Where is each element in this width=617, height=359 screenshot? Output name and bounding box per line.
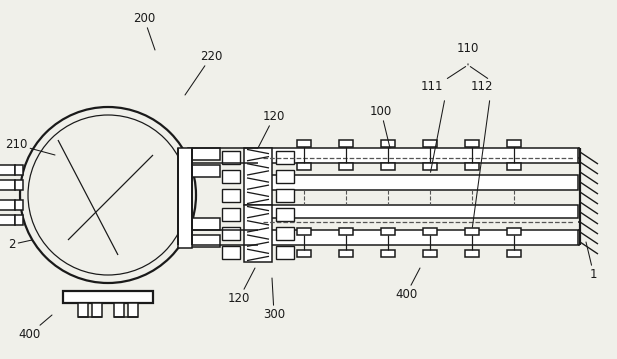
Bar	[222, 170, 240, 183]
Bar	[222, 208, 240, 221]
Bar	[276, 189, 294, 202]
Bar	[0, 165, 15, 175]
Bar	[188, 235, 220, 247]
Bar	[114, 303, 124, 317]
Bar	[276, 170, 294, 183]
Bar	[276, 151, 294, 164]
Bar	[15, 215, 23, 225]
Bar	[381, 140, 395, 147]
Text: 2: 2	[8, 238, 32, 251]
Text: 110: 110	[457, 42, 479, 55]
Text: 111: 111	[421, 80, 443, 93]
Bar	[507, 228, 521, 235]
Bar	[465, 163, 479, 170]
Text: 400: 400	[395, 268, 420, 301]
Bar	[465, 250, 479, 257]
Bar	[63, 291, 153, 303]
Bar	[0, 180, 15, 190]
Bar	[297, 228, 311, 235]
Bar	[423, 228, 437, 235]
Bar	[381, 228, 395, 235]
Bar	[244, 205, 272, 262]
Bar	[244, 148, 272, 205]
Bar	[339, 228, 353, 235]
Bar	[178, 148, 192, 248]
Bar	[258, 230, 578, 245]
Bar	[15, 200, 23, 210]
Text: 200: 200	[133, 12, 155, 50]
Bar	[507, 250, 521, 257]
Bar	[507, 140, 521, 147]
Bar	[15, 180, 23, 190]
Bar	[0, 200, 15, 210]
Text: 100: 100	[370, 105, 392, 148]
Bar	[297, 163, 311, 170]
Bar	[381, 163, 395, 170]
Bar	[339, 163, 353, 170]
Bar	[92, 303, 102, 317]
Bar	[507, 163, 521, 170]
Bar	[258, 175, 578, 190]
Bar	[222, 227, 240, 240]
Bar	[258, 205, 578, 218]
Bar	[188, 218, 220, 230]
Text: 300: 300	[263, 278, 285, 321]
Bar	[339, 140, 353, 147]
Bar	[381, 250, 395, 257]
Bar	[276, 227, 294, 240]
Bar	[188, 148, 220, 160]
Bar	[297, 140, 311, 147]
Text: 220: 220	[185, 50, 222, 95]
Bar	[276, 246, 294, 259]
Bar	[423, 163, 437, 170]
Text: 400: 400	[18, 315, 52, 341]
Bar	[258, 148, 578, 163]
Text: 1: 1	[586, 242, 597, 281]
Bar	[188, 165, 220, 177]
Bar	[423, 250, 437, 257]
Bar	[339, 250, 353, 257]
Bar	[222, 151, 240, 164]
Text: 112: 112	[471, 80, 493, 93]
Bar	[222, 189, 240, 202]
Text: 120: 120	[258, 110, 286, 148]
Bar	[297, 250, 311, 257]
Text: 120: 120	[228, 268, 255, 305]
Bar	[222, 246, 240, 259]
Bar	[0, 215, 15, 225]
Bar	[128, 303, 138, 317]
Bar	[15, 165, 23, 175]
Bar	[465, 140, 479, 147]
Bar	[276, 208, 294, 221]
Bar	[465, 228, 479, 235]
Text: 210: 210	[5, 138, 55, 155]
Bar	[423, 140, 437, 147]
Bar	[78, 303, 88, 317]
